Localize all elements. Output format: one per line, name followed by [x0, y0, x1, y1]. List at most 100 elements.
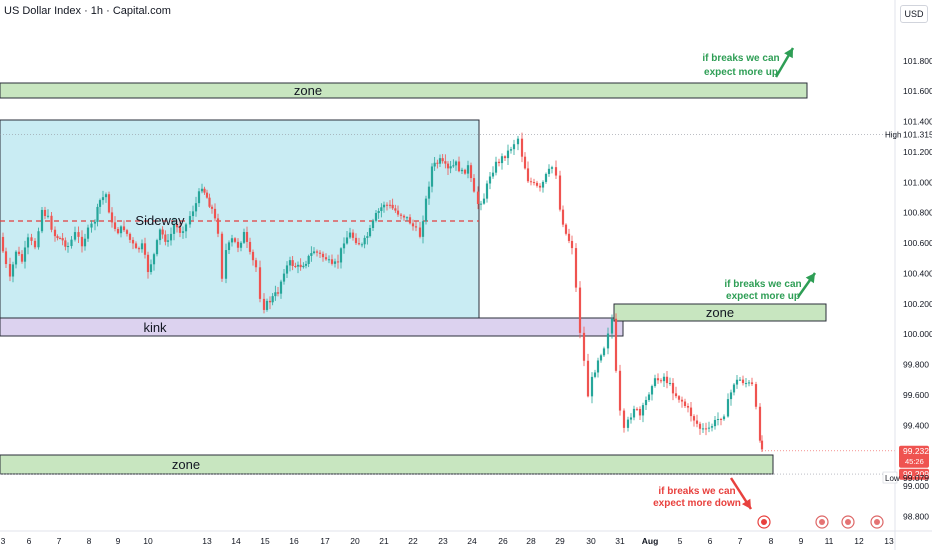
- candle-body: [279, 281, 283, 294]
- candle-body: [632, 408, 636, 418]
- candle-body: [333, 261, 337, 264]
- candle-body: [242, 231, 246, 243]
- event-icon-flag-dot: [819, 519, 825, 525]
- candle-body: [614, 318, 618, 371]
- candle-body: [155, 240, 159, 255]
- x-tick-label: 22: [408, 536, 418, 546]
- candle-body: [53, 229, 57, 237]
- candle-body: [698, 423, 702, 429]
- candle-body: [418, 227, 422, 237]
- candle-body: [665, 376, 669, 384]
- candle-body: [205, 192, 209, 198]
- note-line-2-2: expect more down: [653, 498, 741, 509]
- candle-body: [251, 251, 255, 261]
- candle-body: [125, 230, 129, 234]
- candle-body: [43, 209, 47, 217]
- y-tick-label: 101.200: [903, 147, 932, 157]
- y-tick-label: 100.400: [903, 268, 932, 278]
- zone-label-3: zone: [706, 305, 734, 320]
- candle-body: [680, 399, 684, 402]
- candle-body: [80, 236, 84, 247]
- candle-body: [213, 208, 217, 219]
- candle-body: [650, 386, 654, 395]
- candle-body: [318, 252, 322, 254]
- x-tick-label: 13: [884, 536, 894, 546]
- candle-body: [282, 273, 286, 282]
- candle-body: [271, 296, 274, 303]
- candle-body: [200, 188, 204, 192]
- candle-body: [436, 162, 439, 164]
- candle-body: [4, 251, 8, 265]
- candle-body: [134, 243, 138, 249]
- x-tick-label: 8: [769, 536, 774, 546]
- candle-body: [164, 234, 167, 242]
- candle-body: [17, 251, 21, 255]
- candle-body: [491, 172, 495, 177]
- candle-body: [166, 240, 170, 242]
- candle-body: [732, 384, 736, 393]
- x-tick-label: 12: [854, 536, 864, 546]
- x-tick-label: Aug: [642, 536, 659, 546]
- candle-body: [265, 300, 269, 310]
- candle-body: [547, 168, 551, 174]
- candle-body: [394, 208, 397, 211]
- note-line-1-2: if breaks we can: [658, 486, 735, 497]
- candle-body: [288, 260, 292, 266]
- candle-body: [258, 267, 262, 299]
- y-tick-label: 99.000: [903, 481, 929, 491]
- candle-body: [564, 224, 568, 234]
- x-tick-label: 23: [438, 536, 448, 546]
- currency-button[interactable]: USD: [900, 5, 928, 23]
- candle-body: [169, 233, 173, 241]
- candle-body: [671, 382, 675, 394]
- candle-body: [485, 183, 489, 199]
- candle-body: [558, 175, 562, 210]
- candle-body: [750, 382, 754, 385]
- zones-layer: [0, 82, 827, 475]
- candle-body: [421, 221, 425, 237]
- sideway-label: Sideway: [135, 213, 185, 228]
- x-tick-label: 30: [586, 536, 596, 546]
- candle-body: [729, 392, 733, 400]
- candle-body: [374, 212, 378, 221]
- candle-body: [220, 233, 224, 279]
- candle-body: [516, 138, 520, 145]
- candle-body: [77, 232, 80, 237]
- candle-body: [610, 318, 614, 334]
- candle-body: [90, 223, 93, 228]
- candle-body: [175, 224, 179, 228]
- candle-body: [128, 233, 132, 240]
- candle-body: [433, 162, 436, 167]
- prev-price-value: 99.209: [903, 469, 929, 479]
- zone-box-0: [0, 82, 808, 99]
- candle-body: [23, 247, 27, 262]
- candle-body: [56, 236, 59, 239]
- candle-body: [713, 419, 717, 427]
- low-label: Low: [885, 474, 900, 483]
- candle-body: [523, 156, 527, 169]
- candle-body: [184, 224, 188, 232]
- candle-body: [578, 287, 582, 333]
- candle-body: [626, 419, 630, 428]
- candle-body: [599, 355, 603, 361]
- candle-body: [296, 264, 300, 267]
- candle-body: [304, 263, 308, 266]
- candle-body: [653, 378, 657, 387]
- candle-body: [161, 229, 164, 235]
- candle-body: [686, 406, 690, 408]
- candle-body: [294, 265, 297, 267]
- candle-body: [208, 197, 211, 207]
- candle-body: [574, 248, 578, 288]
- candle-body: [104, 194, 108, 198]
- candle-body: [366, 236, 369, 238]
- candle-body: [704, 428, 708, 430]
- note-arrow-head-2: [741, 498, 751, 509]
- candle-body: [454, 161, 458, 166]
- candle-body: [274, 292, 277, 297]
- candle-body: [50, 215, 53, 230]
- candle-body: [254, 260, 258, 268]
- candle-body: [345, 237, 349, 244]
